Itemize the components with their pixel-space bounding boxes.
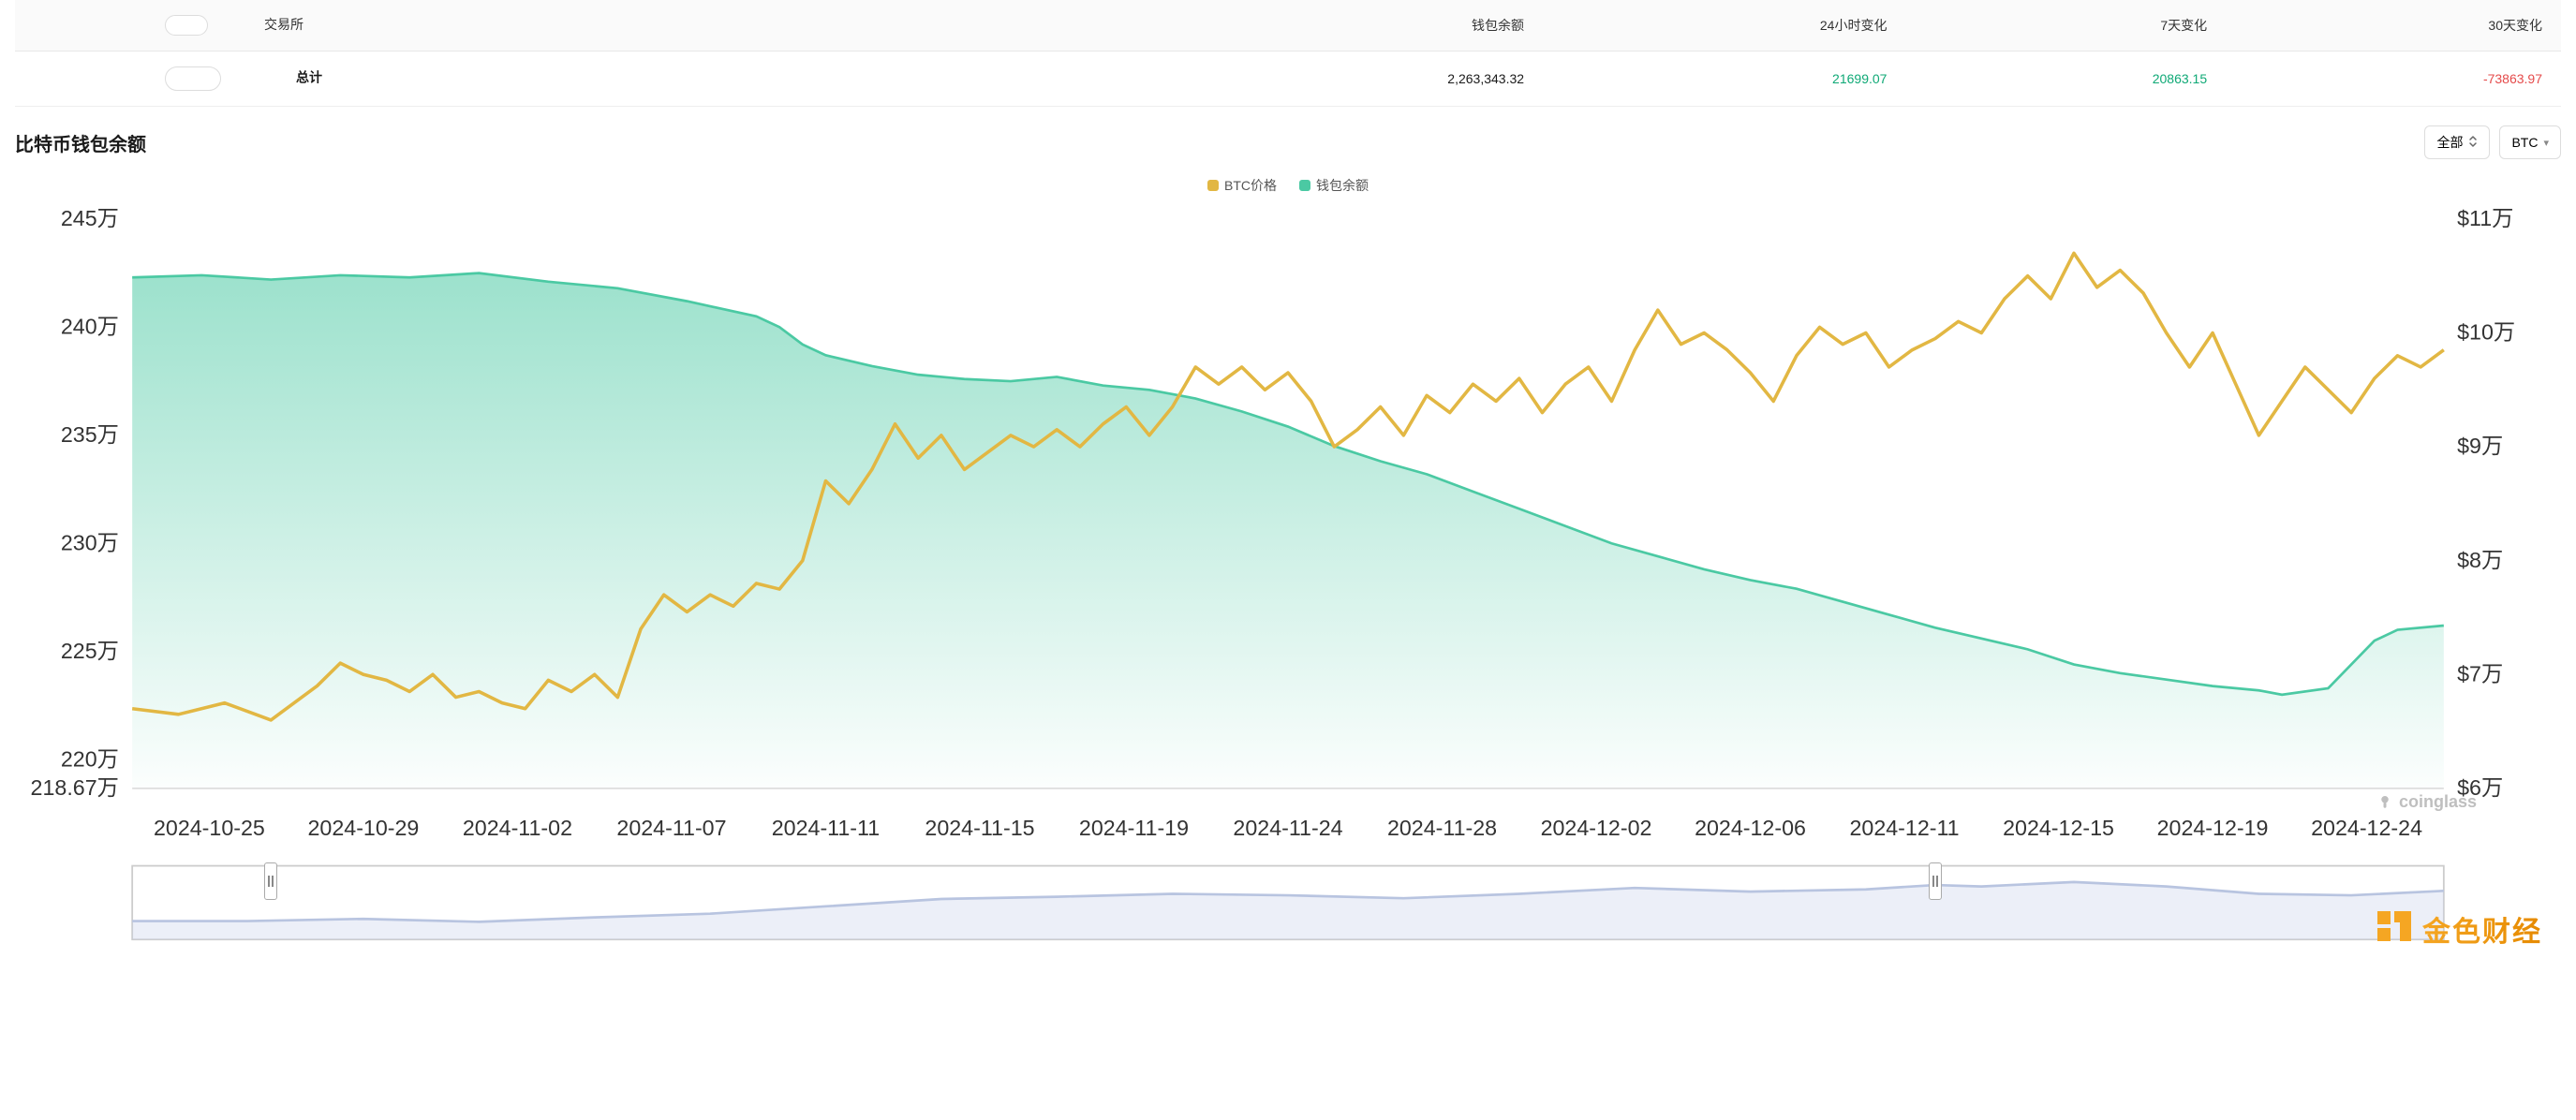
row-label: 总计	[15, 52, 1147, 107]
svg-text:2024-11-15: 2024-11-15	[925, 816, 1034, 840]
chevron-down-icon: ▾	[2543, 137, 2549, 149]
svg-text:240万: 240万	[61, 315, 119, 339]
svg-text:$10万: $10万	[2457, 320, 2515, 345]
legend-price[interactable]: BTC价格	[1207, 176, 1277, 195]
svg-text:2024-12-11: 2024-12-11	[1849, 816, 1959, 840]
coinglass-icon	[2376, 793, 2393, 810]
section-title: 比特币钱包余额	[15, 129, 146, 156]
legend-balance[interactable]: 钱包余额	[1299, 176, 1369, 195]
balance-price-chart[interactable]: 218.67万220万225万230万235万240万245万$6万$7万$8万…	[15, 202, 2561, 855]
unit-label: BTC	[2511, 135, 2538, 150]
svg-text:2024-11-24: 2024-11-24	[1233, 816, 1342, 840]
svg-text:2024-11-02: 2024-11-02	[463, 816, 572, 840]
minimap-handle-right[interactable]	[1929, 862, 1942, 900]
svg-text:2024-12-19: 2024-12-19	[2157, 816, 2269, 840]
svg-text:$8万: $8万	[2457, 548, 2503, 572]
minimap-handle-left[interactable]	[264, 862, 277, 900]
row-24h: 21699.07	[1543, 52, 1905, 107]
svg-text:2024-11-28: 2024-11-28	[1387, 816, 1497, 840]
col-24h: 24小时变化	[1543, 0, 1905, 52]
svg-text:2024-11-07: 2024-11-07	[616, 816, 726, 840]
col-7d: 7天变化	[1905, 0, 2226, 52]
svg-text:$9万: $9万	[2457, 435, 2503, 459]
swatch-price-icon	[1207, 180, 1219, 191]
watermark: coinglass	[2376, 792, 2477, 812]
brand-text: 金色财经	[2422, 908, 2542, 950]
svg-text:2024-10-25: 2024-10-25	[154, 816, 265, 840]
range-label: 全部	[2436, 133, 2463, 152]
svg-text:$7万: $7万	[2457, 662, 2503, 686]
svg-text:220万: 220万	[61, 747, 119, 772]
svg-text:2024-10-29: 2024-10-29	[308, 816, 420, 840]
svg-text:$11万: $11万	[2457, 206, 2513, 230]
unit-selector[interactable]: BTC ▾	[2499, 125, 2561, 159]
svg-text:2024-12-06: 2024-12-06	[1695, 816, 1806, 840]
svg-text:235万: 235万	[61, 422, 119, 447]
swatch-balance-icon	[1299, 180, 1310, 191]
svg-text:230万: 230万	[61, 531, 119, 555]
header-pill-icon	[165, 15, 208, 36]
svg-text:2024-11-11: 2024-11-11	[772, 816, 880, 840]
svg-text:2024-11-19: 2024-11-19	[1079, 816, 1189, 840]
svg-text:2024-12-24: 2024-12-24	[2311, 816, 2422, 840]
row-balance: 2,263,343.32	[1147, 52, 1543, 107]
row-pill-icon	[165, 66, 221, 91]
updown-icon	[2468, 135, 2478, 151]
svg-text:245万: 245万	[61, 206, 119, 230]
summary-table: 交易所 钱包余额 24小时变化 7天变化 30天变化 总计 2,263,343.…	[15, 0, 2561, 107]
row-30d: -73863.97	[2226, 52, 2561, 107]
col-exchange: 交易所	[15, 0, 1147, 52]
svg-text:225万: 225万	[61, 639, 119, 663]
svg-text:2024-12-15: 2024-12-15	[2003, 816, 2114, 840]
brand-logo: 金色财经	[2374, 907, 2542, 951]
col-30d: 30天变化	[2226, 0, 2561, 52]
table-row-total: 总计 2,263,343.32 21699.07 20863.15 -73863…	[15, 52, 2561, 107]
col-balance: 钱包余额	[1147, 0, 1543, 52]
range-selector[interactable]: 全部	[2424, 125, 2490, 159]
svg-text:218.67万: 218.67万	[31, 775, 119, 800]
svg-text:2024-12-02: 2024-12-02	[1541, 816, 1652, 840]
range-minimap[interactable]	[15, 862, 2561, 943]
chart-legend: BTC价格 钱包余额	[15, 169, 2561, 202]
row-7d: 20863.15	[1905, 52, 2226, 107]
brand-icon	[2374, 907, 2415, 951]
